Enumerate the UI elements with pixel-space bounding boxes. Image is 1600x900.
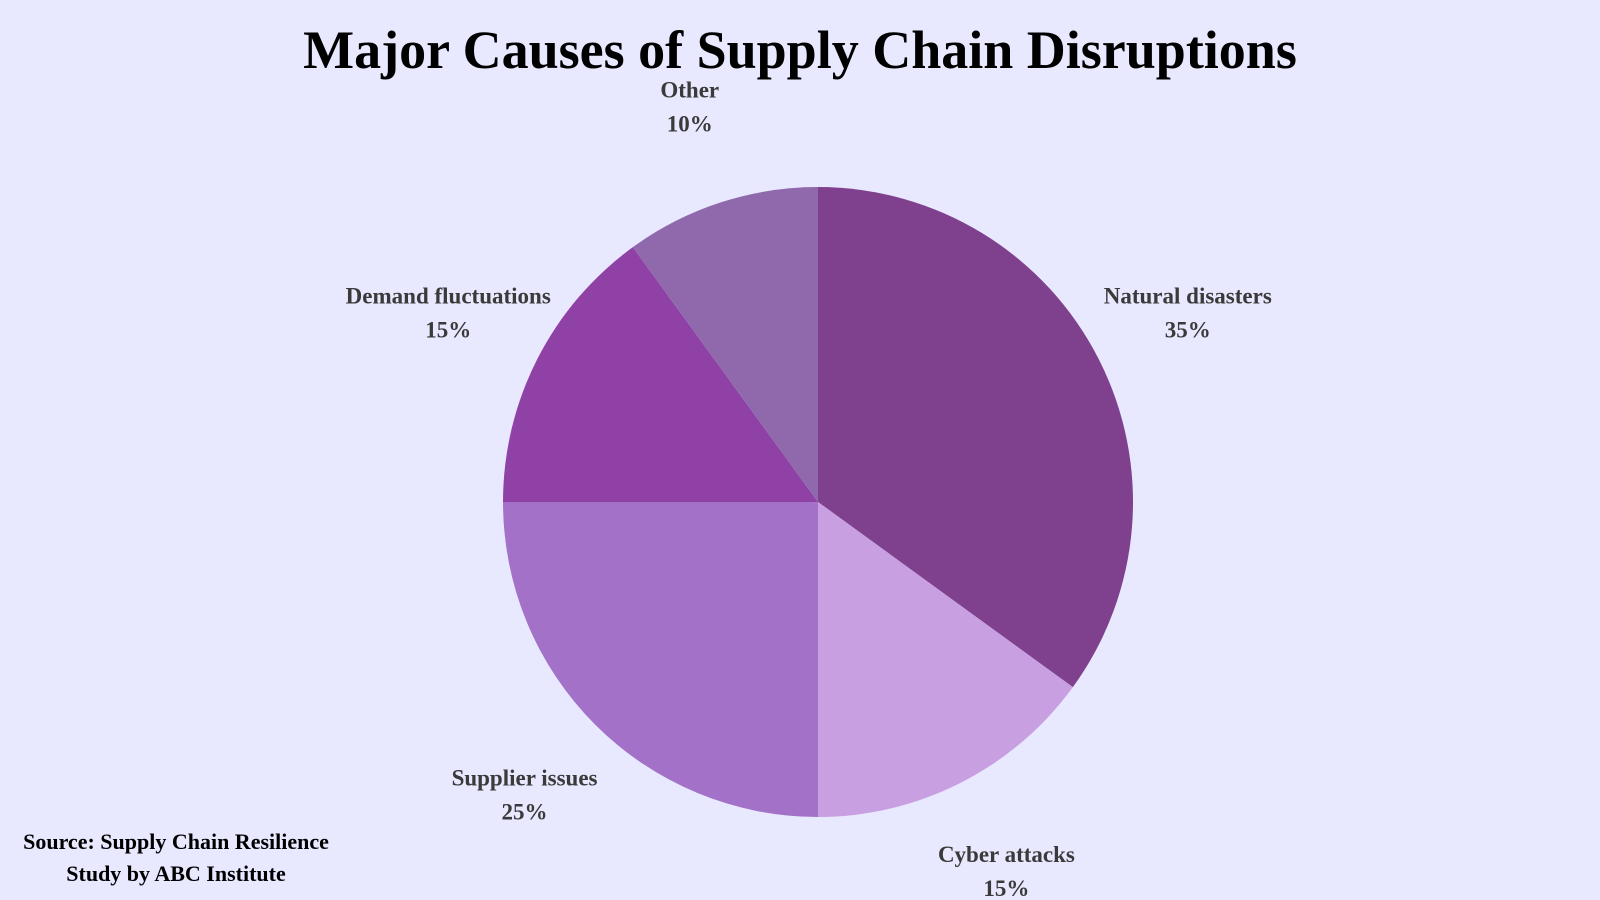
- pie-slice-supplier-issues: [503, 502, 818, 817]
- source-note: Source: Supply Chain Resilience Study by…: [0, 826, 352, 890]
- source-line-1: Source: Supply Chain Resilience: [23, 829, 329, 854]
- slice-value-demand-fluctuations: 15%: [425, 318, 471, 343]
- slice-value-other: 10%: [667, 111, 713, 136]
- slice-value-cyber-attacks: 15%: [983, 876, 1029, 900]
- pie-slice-natural-disasters: [818, 187, 1133, 688]
- slice-label-cyber-attacks: Cyber attacks: [938, 842, 1075, 867]
- pie-slice-cyber-attacks: [818, 502, 1073, 817]
- slice-label-supplier-issues: Supplier issues: [452, 765, 598, 790]
- slice-value-supplier-issues: 25%: [502, 799, 548, 824]
- slice-label-natural-disasters: Natural disasters: [1104, 284, 1272, 309]
- chart-title: Major Causes of Supply Chain Disruptions: [303, 20, 1297, 80]
- pie-slice-demand-fluctuations: [503, 247, 818, 502]
- pie-slice-other: [632, 187, 818, 502]
- slice-label-other: Other: [660, 77, 719, 102]
- source-line-2: Study by ABC Institute: [66, 861, 286, 886]
- slice-label-demand-fluctuations: Demand fluctuations: [346, 284, 551, 309]
- slice-value-natural-disasters: 35%: [1165, 318, 1211, 343]
